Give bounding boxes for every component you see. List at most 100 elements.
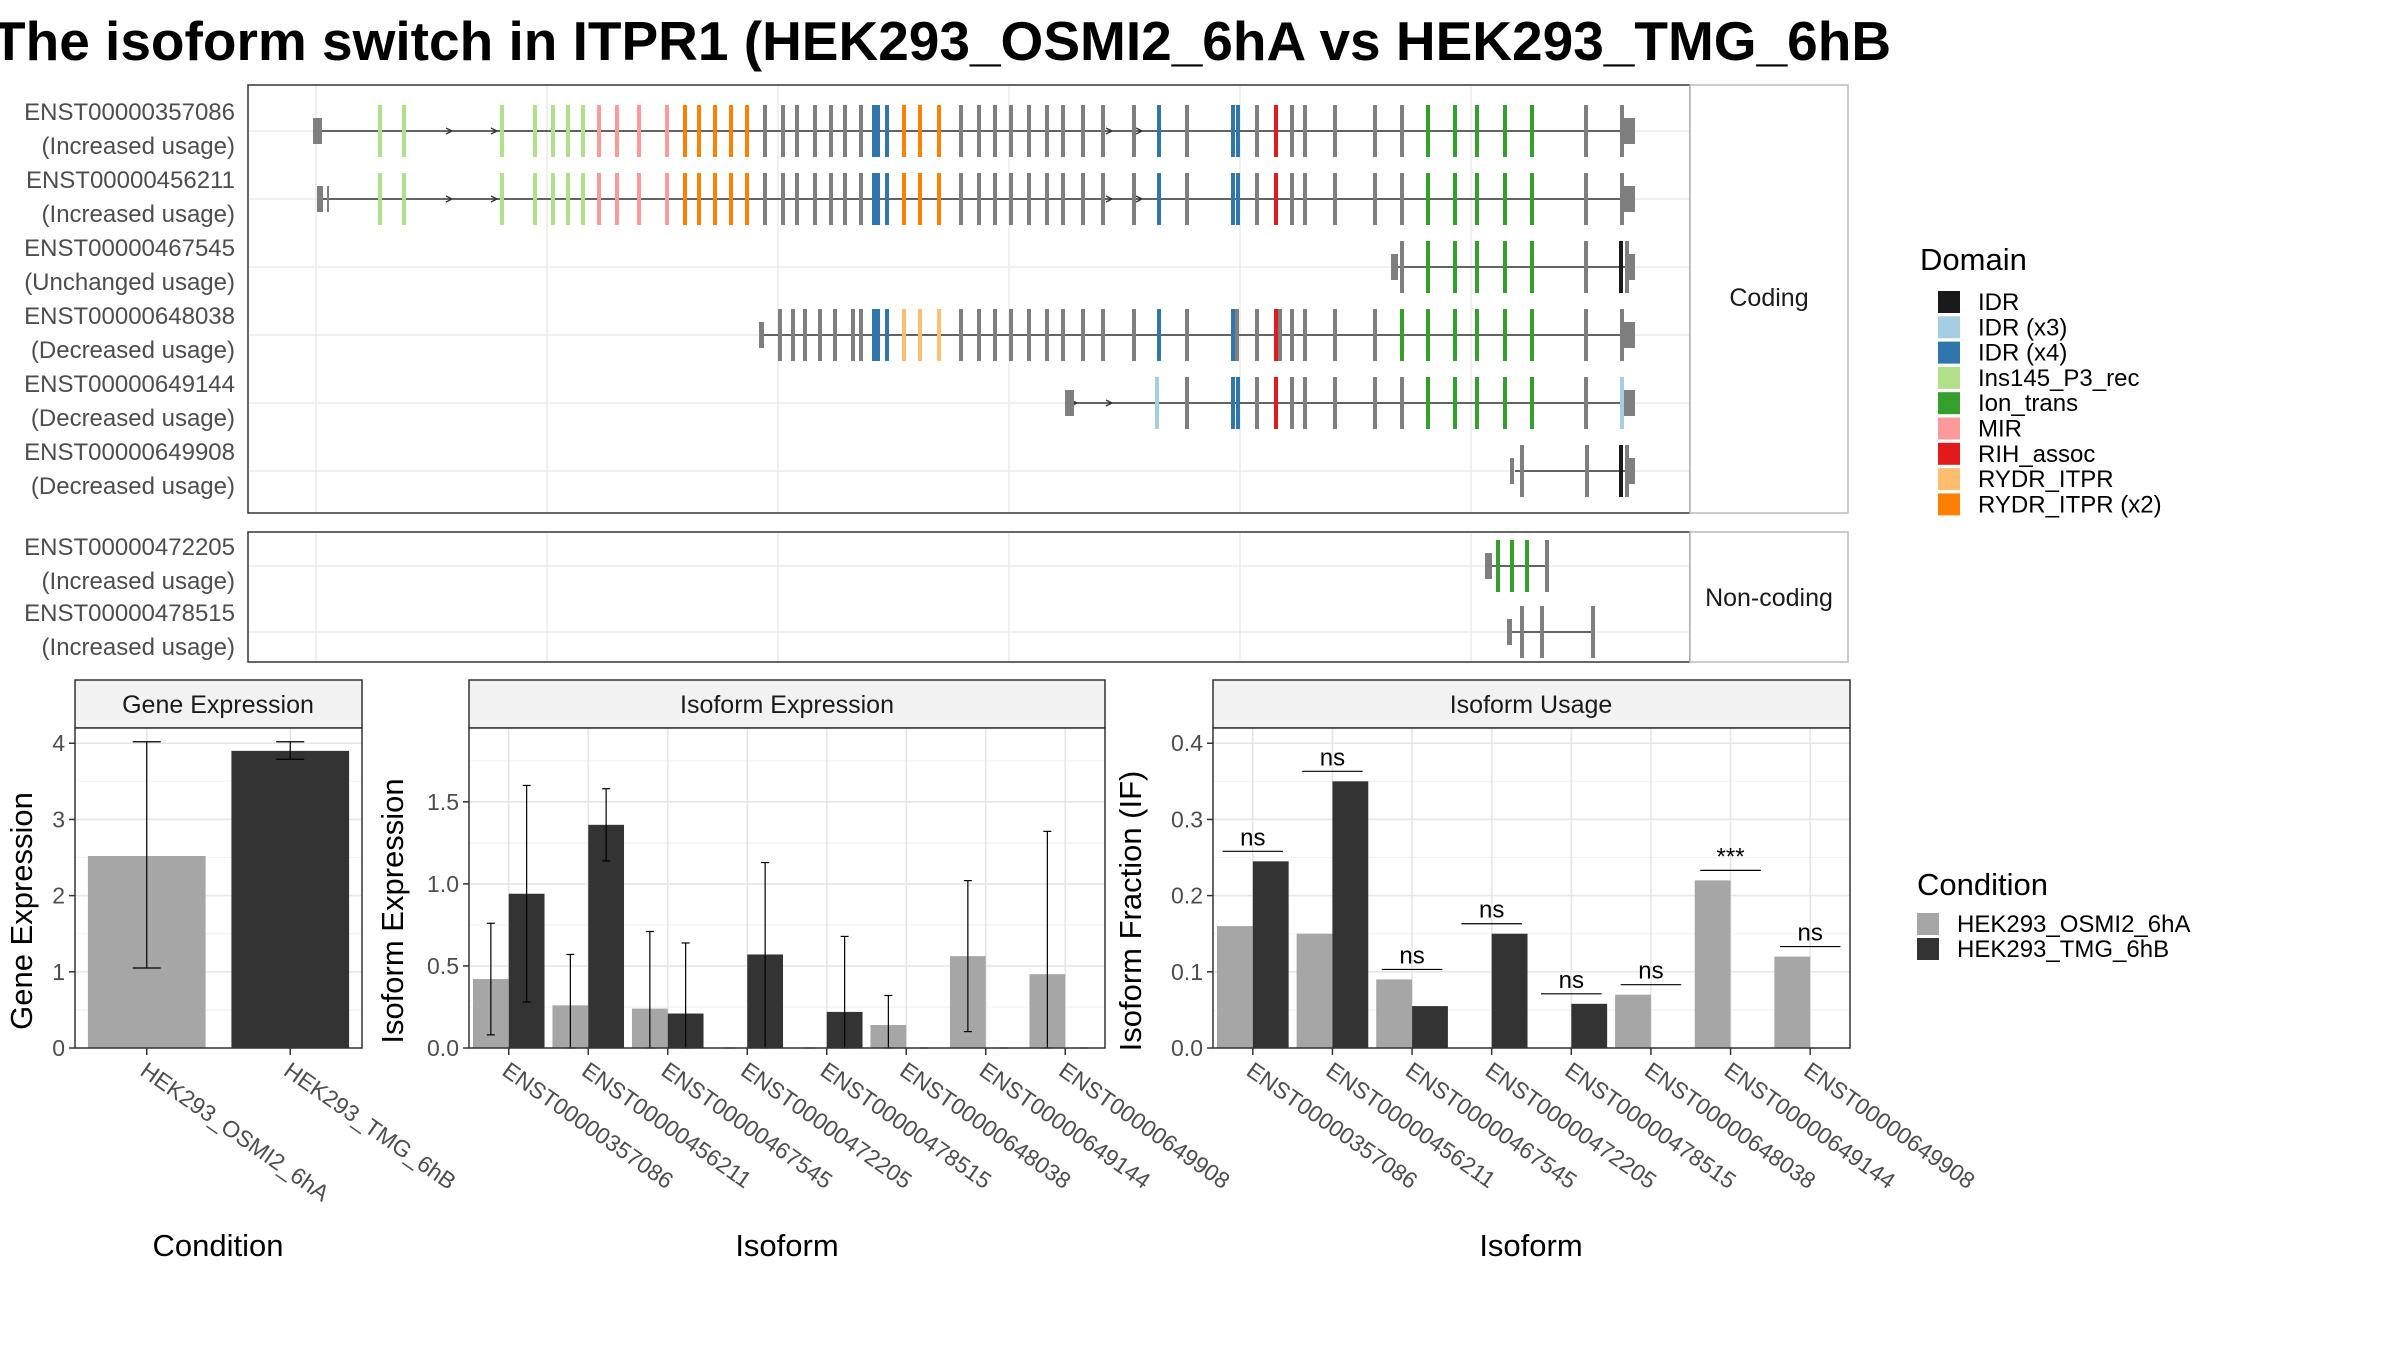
bar-tmg: [588, 824, 625, 1048]
exon-none: [1185, 309, 1189, 361]
exon-last: [1620, 105, 1624, 157]
exon-idr-x4-: [1231, 105, 1235, 157]
exon-none: [1185, 105, 1189, 157]
exon-idr-x4-: [1231, 377, 1235, 429]
exon-none: [1584, 105, 1588, 157]
noncoding-gridlines: [249, 533, 1689, 661]
exon-none: [829, 173, 833, 225]
exon-none: [959, 173, 963, 225]
direction-arrow: [1135, 195, 1144, 203]
exon-last: [1625, 445, 1629, 497]
exon-idr-x4-: [885, 105, 889, 157]
exon-mir: [615, 105, 619, 157]
exon-none: [977, 173, 981, 225]
exon-ins145-p3-rec: [500, 105, 504, 157]
exon-ion-trans: [1530, 173, 1534, 225]
exon-none: [1303, 309, 1307, 361]
exon-none: [1290, 173, 1294, 225]
isoform-usage-label: (Increased usage): [42, 568, 235, 595]
isoform-label: ENST00000649144: [24, 371, 235, 398]
noncoding-strip-label: Non-coding: [1705, 584, 1833, 612]
exon-idr-x4-: [1157, 309, 1161, 361]
exon-rydr-itpr-x2-: [745, 173, 749, 225]
significance-label: ns: [1240, 824, 1265, 851]
exon-ion-trans: [1400, 309, 1404, 361]
domain-legend-label: IDR (x4): [1978, 340, 2067, 367]
exon-none: [1373, 173, 1377, 225]
isoform-label: ENST00000648038: [24, 303, 235, 330]
exon-none: [795, 105, 799, 157]
exon-rydr-itpr: [902, 309, 906, 361]
exon-none: [813, 105, 817, 157]
exon-none: [1027, 173, 1031, 225]
exon-none: [859, 105, 863, 157]
y-tick-label: 0.1: [1171, 959, 1203, 985]
exon-none: [843, 173, 847, 225]
utr-block: [1629, 254, 1635, 280]
exon-ion-trans: [1453, 173, 1457, 225]
exon-none: [859, 309, 863, 361]
exon-none: [1009, 309, 1013, 361]
exon-rydr-itpr: [918, 309, 922, 361]
exon-none: [1520, 445, 1524, 497]
exon-none: [1132, 309, 1136, 361]
exon-none: [843, 105, 847, 157]
noncoding-panel: Non-coding ENST00000472205 (Increased usa…: [24, 531, 1849, 663]
exon-mir: [615, 173, 619, 225]
exon-none: [1591, 606, 1595, 658]
exon-none: [1027, 309, 1031, 361]
exon-idr-x4-: [1236, 377, 1240, 429]
utr-block: [1624, 322, 1635, 348]
y-tick-label: 1: [52, 959, 65, 985]
exon-ins145-p3-rec: [551, 173, 555, 225]
y-tick-label: 4: [52, 730, 65, 756]
domain-legend-key: [1938, 291, 1960, 313]
domain-legend-key: [1938, 493, 1960, 516]
exon-idr-x4-: [885, 173, 889, 225]
utr-block: [1507, 619, 1512, 645]
direction-arrow: [490, 127, 499, 135]
exon-none: [977, 105, 981, 157]
exon-none: [1290, 309, 1294, 361]
exon-rydr-itpr-x2-: [713, 105, 717, 157]
exon-ins145-p3-rec: [533, 105, 537, 157]
y-tick-label: 0.3: [1171, 806, 1203, 832]
direction-arrow: [1105, 127, 1114, 135]
exon-none: [1101, 173, 1105, 225]
exon-ion-trans: [1426, 105, 1430, 157]
utr-block: [1391, 254, 1398, 280]
exon-none: [1278, 309, 1282, 361]
exon-idr: [1619, 445, 1623, 497]
exon-none: [1584, 309, 1588, 361]
exon-none: [803, 309, 807, 361]
y-tick-label: 0.2: [1171, 883, 1203, 909]
plot-frame: [468, 727, 1106, 1049]
domain-legend-label: IDR (x3): [1978, 314, 2067, 341]
exon-mir: [637, 105, 641, 157]
exon-idr-x4-: [876, 105, 880, 157]
exon-idr-x4-: [885, 309, 889, 361]
exon-ion-trans: [1510, 540, 1514, 592]
exon-ins145-p3-rec: [581, 173, 585, 225]
exon-ion-trans: [1475, 377, 1479, 429]
coding-isoform-labels: ENST00000357086 (Increased usage) ENST0000…: [24, 99, 235, 500]
exon-none: [1333, 377, 1337, 429]
transcript-track-ENST00000648038: [759, 309, 1635, 361]
exon-idr-x4-: [876, 173, 880, 225]
exon-none: [1235, 309, 1239, 361]
domain-legend-label: Ion_trans: [1978, 390, 2078, 417]
exon-none: [1009, 173, 1013, 225]
exon-none: [1400, 377, 1404, 429]
isoform-label: ENST00000472205: [24, 534, 235, 561]
isoform-usage-label: (Decreased usage): [31, 405, 235, 432]
domain-legend-label: Ins145_P3_rec: [1978, 365, 2139, 392]
exon-rydr-itpr-x2-: [902, 105, 906, 157]
exon-idr-x4-: [1157, 105, 1161, 157]
exon-ion-trans: [1503, 309, 1507, 361]
exon-none: [818, 309, 822, 361]
exon-none: [993, 173, 997, 225]
exon-none: [1303, 173, 1307, 225]
